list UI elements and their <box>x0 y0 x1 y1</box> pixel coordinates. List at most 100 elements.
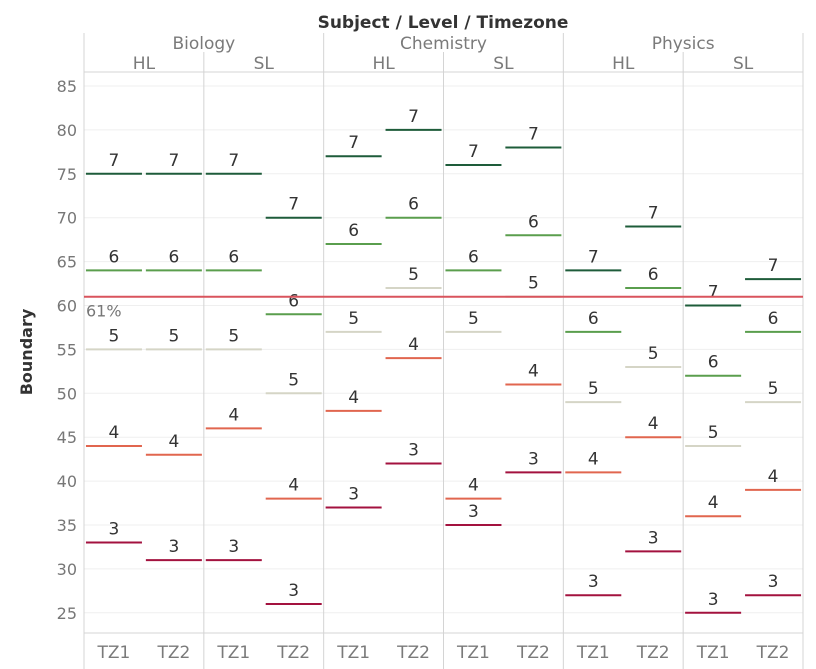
y-tick-label: 30 <box>57 560 77 579</box>
grade-label: 7 <box>468 142 479 162</box>
grade-label: 6 <box>648 265 659 285</box>
grade-label: 5 <box>168 326 179 346</box>
level-header: HL <box>133 54 156 74</box>
grade-label: 3 <box>768 572 779 592</box>
grade-label: 5 <box>768 379 779 399</box>
grade-label: 3 <box>648 528 659 548</box>
grade-label: 3 <box>408 441 419 461</box>
grade-label: 6 <box>228 247 239 267</box>
grade-label: 7 <box>588 247 599 267</box>
grade-label: 4 <box>348 388 359 408</box>
grade-label: 4 <box>109 423 120 443</box>
y-tick-label: 40 <box>57 472 77 491</box>
grade-label: 6 <box>348 221 359 241</box>
grade-label: 7 <box>528 124 539 144</box>
grade-label: 6 <box>768 309 779 329</box>
y-tick-label: 35 <box>57 516 77 535</box>
y-tick-label: 50 <box>57 384 77 403</box>
grade-label: 4 <box>468 476 479 496</box>
y-tick-label: 60 <box>57 297 77 316</box>
y-tick-label: 75 <box>57 165 77 184</box>
grade-label: 5 <box>348 309 359 329</box>
grade-label: 4 <box>768 467 779 487</box>
timezone-label: TZ2 <box>636 643 670 663</box>
grade-label: 6 <box>588 309 599 329</box>
grade-label: 5 <box>588 379 599 399</box>
grade-label: 3 <box>588 572 599 592</box>
grade-label: 3 <box>708 590 719 610</box>
grade-label: 5 <box>408 265 419 285</box>
y-tick-label: 70 <box>57 209 77 228</box>
grade-label: 6 <box>528 212 539 232</box>
grade-label: 3 <box>348 484 359 504</box>
level-header: HL <box>372 54 395 74</box>
grade-label: 4 <box>708 493 719 513</box>
marks-layer: 7 6 5 4 3 7 6 5 4 3 7 6 5 4 3 7 6 5 4 3 7 6 5 4 3 7 6 5 4 3 7 6 5 4 3 7 6 5 4 3… <box>84 107 803 614</box>
timezone-label: TZ1 <box>576 643 610 663</box>
grade-label: 4 <box>228 405 239 425</box>
level-header: SL <box>493 54 514 74</box>
grade-label: 3 <box>228 537 239 557</box>
y-tick-label: 65 <box>57 253 77 272</box>
y-tick-label: 80 <box>57 121 77 140</box>
y-tick-label: 85 <box>57 77 77 96</box>
level-header: SL <box>254 54 275 74</box>
timezone-label: TZ1 <box>696 643 730 663</box>
chart-title: Subject / Level / Timezone <box>318 13 569 33</box>
y-tick-label: 25 <box>57 604 77 623</box>
timezone-label: TZ2 <box>156 643 190 663</box>
grade-label: 4 <box>168 432 179 452</box>
grade-label: 4 <box>528 362 539 382</box>
grade-label: 7 <box>288 195 299 215</box>
grade-label: 7 <box>168 151 179 171</box>
reference-line-label: 61% <box>86 302 122 321</box>
grade-label: 4 <box>648 414 659 434</box>
y-tick-label: 45 <box>57 428 77 447</box>
grade-label: 6 <box>168 247 179 267</box>
timezone-label: TZ1 <box>336 643 370 663</box>
timezone-label: TZ2 <box>516 643 550 663</box>
timezone-label: TZ2 <box>276 643 310 663</box>
grade-label: 7 <box>648 203 659 223</box>
grade-label: 7 <box>768 256 779 276</box>
grade-label: 7 <box>408 107 419 127</box>
grade-label: 3 <box>288 581 299 601</box>
timezone-label: TZ2 <box>396 643 430 663</box>
y-tick-label: 55 <box>57 340 77 359</box>
grade-label: 5 <box>109 326 120 346</box>
grade-label: 5 <box>228 326 239 346</box>
grade-label: 6 <box>468 247 479 267</box>
grade-label: 5 <box>648 344 659 364</box>
grade-label: 3 <box>528 449 539 469</box>
grade-label: 6 <box>708 353 719 373</box>
grade-label: 3 <box>168 537 179 557</box>
grade-label: 3 <box>109 520 120 540</box>
timezone-label: TZ1 <box>456 643 490 663</box>
grade-label: 7 <box>109 151 120 171</box>
subject-header: Chemistry <box>400 34 487 54</box>
grade-label: 4 <box>588 449 599 469</box>
grade-label: 4 <box>288 476 299 496</box>
level-header: HL <box>612 54 635 74</box>
level-header: SL <box>733 54 754 74</box>
timezone-label: TZ2 <box>756 643 790 663</box>
grade-label: 6 <box>408 195 419 215</box>
grade-label: 7 <box>708 283 719 303</box>
timezone-label: TZ1 <box>216 643 250 663</box>
grade-label: 5 <box>288 370 299 390</box>
grade-label: 6 <box>109 247 120 267</box>
grade-label: 4 <box>408 335 419 355</box>
y-axis-label: Boundary <box>17 308 36 395</box>
grade-label: 5 <box>528 274 539 294</box>
grade-label: 7 <box>228 151 239 171</box>
grade-label: 5 <box>708 423 719 443</box>
grade-label: 7 <box>348 133 359 153</box>
subject-header: Physics <box>652 34 715 54</box>
timezone-label: TZ1 <box>97 643 131 663</box>
grade-label: 6 <box>288 291 299 311</box>
subject-header: Biology <box>172 34 235 54</box>
grade-label: 5 <box>468 309 479 329</box>
